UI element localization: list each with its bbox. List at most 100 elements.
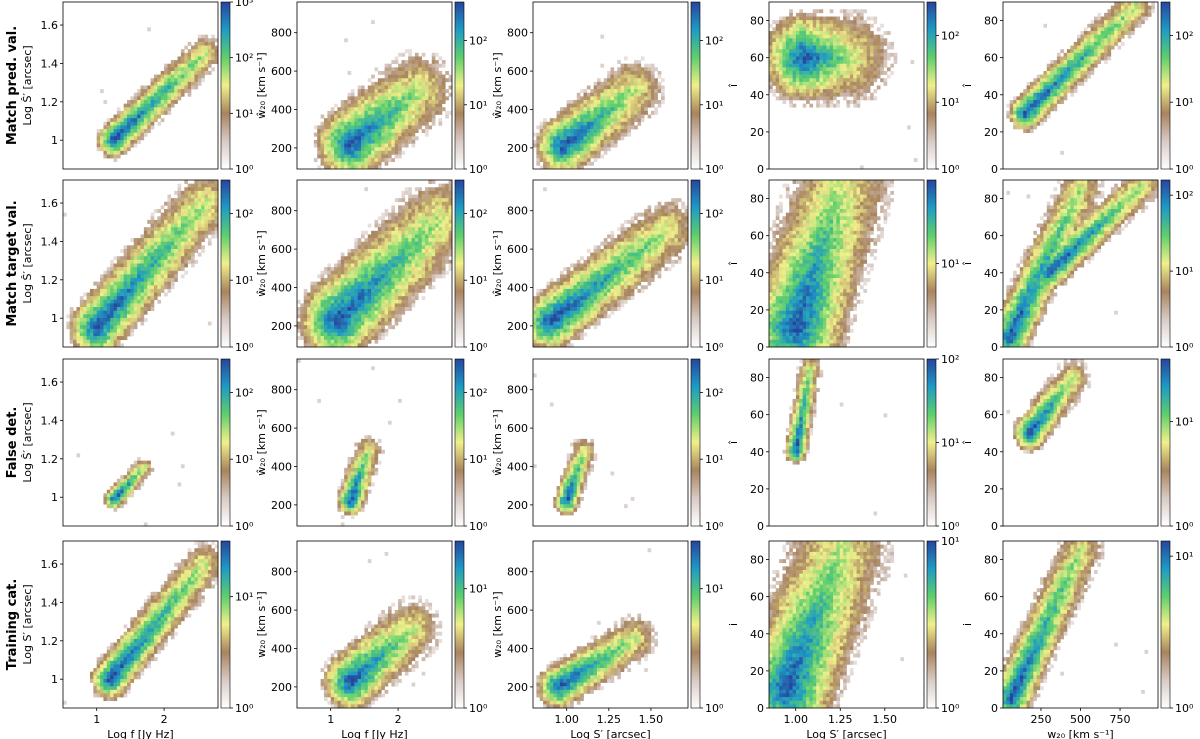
hist-cell	[620, 78, 625, 83]
hist-cell	[600, 132, 605, 137]
hist-cell	[856, 9, 861, 14]
hist-cell	[170, 92, 175, 97]
hist-cell	[120, 121, 124, 126]
hist-cell	[116, 314, 121, 319]
hist-cell	[849, 85, 854, 90]
hist-cell	[1040, 81, 1044, 86]
hist-cell	[197, 194, 202, 199]
hist-cell	[381, 219, 385, 224]
hist-cell	[160, 252, 165, 257]
hist-cell	[816, 103, 820, 108]
hist-cell	[69, 332, 74, 337]
hist-cell	[164, 92, 168, 97]
hist-cell	[893, 60, 898, 65]
hist-cell	[361, 154, 365, 159]
hist-cell	[354, 147, 358, 152]
hist-cell	[650, 81, 655, 86]
hist-cell	[364, 336, 369, 341]
hist-cell	[418, 89, 422, 94]
hist-cell	[620, 92, 625, 97]
hist-cell	[143, 307, 148, 311]
hist-cell	[546, 132, 551, 137]
hist-cell	[384, 63, 389, 68]
hist-cell	[157, 100, 162, 104]
hist-cell	[576, 114, 581, 119]
hist-cell	[197, 56, 202, 61]
colorbar-tick-label: 10⁰	[235, 163, 254, 176]
hist-cell	[1090, 56, 1095, 61]
hist-cell	[563, 129, 567, 133]
hist-cell	[83, 292, 87, 297]
hist-cell	[795, 52, 800, 57]
hist-cell	[1114, 20, 1118, 25]
hist-cell	[350, 147, 355, 152]
hist-cell	[421, 78, 426, 83]
hist-cell	[1087, 23, 1091, 28]
hist-cell	[829, 103, 834, 108]
hist-cell	[357, 125, 362, 130]
hist-cell	[819, 103, 824, 108]
hist-cell	[775, 27, 780, 32]
hist-cell	[617, 60, 621, 65]
hist-cell	[347, 307, 352, 311]
hist-cell	[644, 63, 648, 68]
hist-cell	[404, 92, 409, 97]
hist-cell	[354, 165, 358, 170]
hist-cell	[576, 165, 581, 170]
hist-cell	[398, 74, 402, 79]
hist-cell	[1087, 31, 1091, 35]
hist-cell	[795, 78, 800, 83]
hist-cell	[344, 259, 348, 264]
hist-cell	[320, 325, 325, 330]
hist-cell	[371, 285, 375, 290]
hist-cell	[829, 89, 834, 94]
hist-cell	[313, 139, 318, 144]
hist-cell	[337, 139, 342, 144]
hist-cell	[100, 89, 104, 94]
hist-cell	[83, 321, 87, 326]
hist-cell	[637, 114, 642, 119]
hist-cell	[802, 92, 807, 97]
hist-cell	[853, 45, 857, 50]
hist-cell	[354, 143, 358, 148]
hist-cell	[833, 20, 837, 25]
hist-cell	[428, 107, 433, 112]
hist-cell	[549, 139, 554, 144]
hist-cell	[377, 314, 382, 319]
hist-cell	[160, 281, 165, 286]
hist-cell	[350, 343, 355, 348]
y-axis-label: Log Ŝ′ [arcsec]	[21, 223, 34, 303]
hist-cell	[371, 288, 375, 293]
hist-cell	[809, 34, 814, 39]
hist-cell	[1036, 92, 1041, 97]
hist-cell	[211, 201, 215, 206]
hist-cell	[836, 23, 841, 28]
hist-cell	[357, 288, 362, 293]
hist-cell	[147, 292, 151, 297]
hist-cell	[127, 103, 131, 108]
hist-cell	[194, 234, 199, 239]
hist-cell	[327, 263, 331, 268]
hist-cell	[637, 74, 642, 79]
hist-cell	[371, 270, 375, 275]
hist-cell	[421, 92, 426, 97]
hist-cell	[559, 161, 564, 166]
hist-cell	[157, 245, 162, 250]
hist-cell	[374, 281, 379, 286]
hist-cell	[654, 85, 658, 90]
hist-cell	[812, 89, 817, 94]
hist-cell	[100, 147, 104, 152]
hist-cell	[170, 238, 175, 243]
hist-cell	[792, 96, 797, 101]
hist-cell	[320, 339, 325, 344]
hist-cell	[334, 292, 338, 297]
hist-cell	[387, 267, 392, 272]
hist-cell	[792, 52, 797, 57]
hist-cell	[394, 110, 399, 115]
hist-cell	[133, 321, 138, 326]
hist-cell	[1093, 38, 1098, 43]
hist-cell	[431, 96, 436, 101]
hist-cell	[347, 110, 352, 115]
hist-cell	[361, 303, 365, 308]
